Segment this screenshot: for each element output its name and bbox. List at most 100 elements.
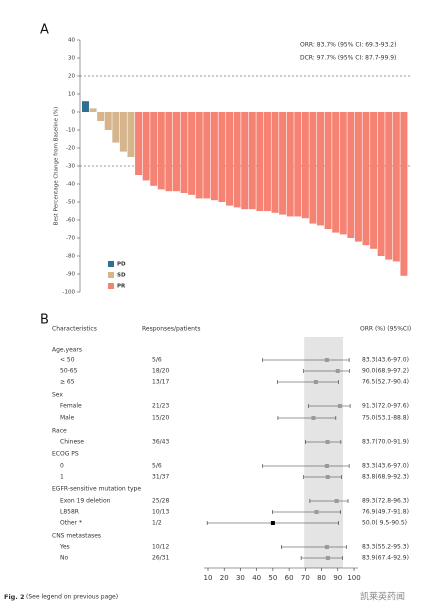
bar (392, 112, 400, 262)
x-tick-label: 40 (252, 574, 261, 582)
row-label: No (60, 555, 68, 562)
point (324, 545, 329, 549)
y-tick-label: -70 (66, 236, 75, 242)
caption: Fig. 2 (4, 593, 25, 601)
row-label: L858R (60, 509, 79, 516)
y-tick-label: -50 (66, 200, 75, 206)
row-label: Chinese (60, 439, 84, 446)
row-label: < 50 (60, 357, 75, 364)
point (335, 369, 340, 373)
row-label: ≥ 65 (60, 379, 75, 386)
caption-note: (See legend on previous page) (26, 594, 118, 601)
bar (286, 112, 294, 217)
annotation: ORR: 83.7% (95% CI: 69.3-93.2) (300, 42, 396, 49)
responses: 1/2 (152, 520, 162, 527)
bar (119, 112, 127, 152)
point (324, 464, 329, 468)
bar (165, 112, 173, 192)
legend-label: PD (117, 262, 126, 268)
row-label: Exon 19 deletion (60, 498, 111, 505)
bar (354, 112, 362, 242)
bar (142, 112, 150, 181)
row-label: Yes (59, 544, 70, 551)
x-tick-label: 60 (285, 574, 294, 582)
point (337, 404, 342, 408)
bar (218, 112, 226, 202)
orr-label: 76.9(49.7-91.8) (362, 509, 409, 516)
orr-label: 89.3(72.8-96.3) (362, 498, 409, 505)
legend-swatch (108, 261, 114, 267)
row-label: 50-65 (60, 368, 78, 375)
bar (294, 112, 302, 217)
responses: 5/6 (152, 357, 162, 364)
orr-label: 91.3(72.0-97.6) (362, 403, 409, 410)
y-tick-label: -20 (66, 146, 75, 152)
bar (226, 112, 234, 206)
x-tick-label: 30 (236, 574, 245, 582)
x-tick-label: 70 (301, 574, 310, 582)
group-label: Age,years (52, 347, 82, 354)
bar (332, 112, 340, 233)
column-header: Characteristics (52, 326, 97, 333)
bar (135, 112, 143, 175)
responses: 10/12 (152, 544, 169, 551)
orr-label: 83.8(68.9-92.3) (362, 474, 409, 481)
orr-label: 83.3(55.2-95.3) (362, 544, 409, 551)
bar (271, 112, 279, 213)
bar (347, 112, 355, 238)
bar (317, 112, 325, 226)
orr-label: 90.0(68.9-97.2) (362, 368, 409, 375)
panel-label: A (40, 23, 49, 38)
orr-label: 83.3(43.6-97.0) (362, 357, 409, 364)
bar (324, 112, 332, 229)
x-tick-label: 90 (333, 574, 342, 582)
responses: 25/28 (152, 498, 169, 505)
point (325, 475, 330, 479)
row-label: Other * (60, 520, 82, 527)
x-tick-label: 80 (317, 574, 326, 582)
row-label: Male (60, 415, 75, 422)
y-tick-label: -80 (66, 254, 75, 260)
bar (127, 112, 135, 157)
bar (339, 112, 347, 235)
bar (82, 101, 89, 112)
column-header: ORR (%) (95%CI) (360, 326, 411, 333)
point (313, 380, 318, 384)
orr-label: 83.9(67.4-92.9) (362, 555, 409, 562)
bar (180, 112, 188, 193)
group-label: EGFR-sensitive mutation type (52, 486, 141, 493)
bar (89, 108, 97, 112)
bar (157, 112, 165, 190)
column-header: Responses/patients (142, 326, 200, 333)
bar (400, 112, 408, 276)
y-tick-label: 30 (68, 56, 75, 62)
bar (104, 112, 112, 130)
bar (233, 112, 241, 208)
responses: 26/31 (152, 555, 169, 562)
y-tick-label: 20 (68, 74, 75, 80)
bar (256, 112, 264, 211)
y-tick-label: 0 (72, 110, 76, 116)
legend-label: SD (117, 273, 126, 279)
group-label: Sex (52, 392, 63, 399)
row-label: 0 (60, 463, 64, 470)
bar (150, 112, 158, 186)
bar (370, 112, 378, 249)
bar (301, 112, 309, 219)
y-tick-label: -90 (66, 272, 75, 278)
x-tick-label: 50 (268, 574, 277, 582)
orr-label: 83.7(70.0-91.9) (362, 439, 409, 446)
point (311, 416, 316, 420)
responses: 36/43 (152, 439, 169, 446)
y-tick-label: 10 (68, 92, 75, 98)
bar (309, 112, 317, 224)
legend-label: PR (117, 284, 126, 290)
bar (362, 112, 370, 246)
group-label: Race (52, 428, 67, 435)
point (314, 510, 319, 514)
legend-swatch (108, 283, 114, 289)
y-tick-label: 40 (68, 38, 75, 44)
bar (172, 112, 180, 192)
bar (97, 112, 105, 121)
